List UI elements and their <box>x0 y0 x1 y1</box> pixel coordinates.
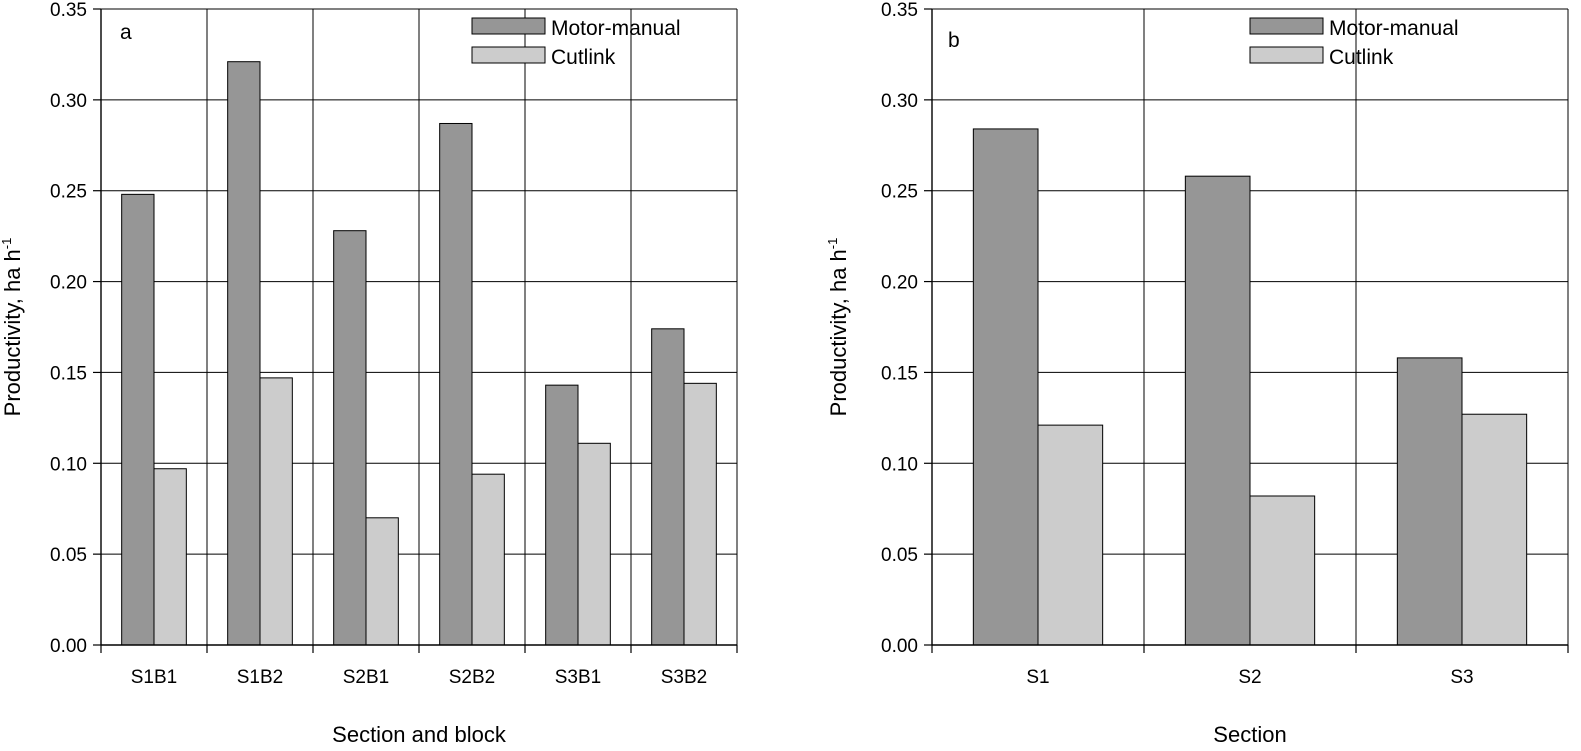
y-tick-label: 0.25 <box>50 182 87 203</box>
x-axis-title: Section <box>1213 722 1286 747</box>
y-tick-label: 0.25 <box>881 182 918 203</box>
x-tick-label: S2B1 <box>343 667 389 688</box>
bar-motor-manual-s3b2 <box>651 328 685 646</box>
legend-label-cutlink: Cutlink <box>1329 46 1394 69</box>
bar-motor-manual-s2b1 <box>333 230 367 646</box>
bar-cutlink-s1b1 <box>153 468 187 646</box>
x-tick-label: S3 <box>1450 667 1473 688</box>
legend-label-cutlink: Cutlink <box>551 46 616 69</box>
chart-panel-a: 0.00 0.05 0.10 0.15 0.20 0.25 0.30 0.35 S1B1 S1B2… <box>0 0 738 747</box>
y-tick-label: 0.10 <box>881 454 918 475</box>
bar-cutlink-s3b2 <box>683 382 717 646</box>
legend-swatch-cutlink <box>1249 46 1324 64</box>
bar-motor-manual-s3 <box>1396 357 1463 646</box>
y-tick-label: 0.35 <box>881 0 918 21</box>
legend-swatch-motor-manual <box>1249 17 1324 35</box>
y-tick-label: 0.10 <box>50 454 87 475</box>
bar-cutlink-s2 <box>1249 495 1316 646</box>
bar-motor-manual-s1b2 <box>227 61 261 646</box>
bar-cutlink-s1b2 <box>259 377 293 646</box>
bar-cutlink-s2b1 <box>365 517 399 646</box>
legend-swatch-motor-manual <box>471 17 546 35</box>
y-tick-label: 0.35 <box>50 0 87 21</box>
y-axis-title: Productivity, ha h-1 <box>825 238 851 417</box>
y-tick-label: 0.20 <box>881 273 918 294</box>
x-tick-label: S1B1 <box>131 667 177 688</box>
x-axis-title: Section and block <box>332 722 507 747</box>
y-tick-label: 0.00 <box>50 636 87 657</box>
y-tick-label: 0.15 <box>881 363 918 384</box>
y-tick-label: 0.30 <box>881 91 918 112</box>
bar-motor-manual-s3b1 <box>545 384 579 646</box>
bar-motor-manual-s2b2 <box>439 122 473 646</box>
x-tick-label: S1B2 <box>237 667 283 688</box>
y-tick-label: 0.00 <box>881 636 918 657</box>
x-tick-label: S2B2 <box>449 667 495 688</box>
legend-swatch-cutlink <box>471 46 546 64</box>
bar-cutlink-s2b2 <box>471 473 505 646</box>
x-tick-label: S3B2 <box>661 667 707 688</box>
y-tick-label: 0.05 <box>881 545 918 566</box>
x-tick-label: S3B1 <box>555 667 601 688</box>
bar-cutlink-s1 <box>1037 424 1104 646</box>
y-tick-label: 0.30 <box>50 91 87 112</box>
y-axis-title: Productivity, ha h-1 <box>0 238 25 417</box>
x-tick-label: S2 <box>1238 667 1261 688</box>
legend-label-motor-manual: Motor-manual <box>1329 17 1459 40</box>
panel-label: b <box>948 29 960 52</box>
bar-motor-manual-s1 <box>972 128 1039 646</box>
x-tick-label: S1 <box>1026 667 1049 688</box>
y-tick-label: 0.20 <box>50 273 87 294</box>
y-tick-label: 0.15 <box>50 363 87 384</box>
bar-motor-manual-s2 <box>1184 175 1251 646</box>
bar-motor-manual-s1b1 <box>121 193 155 646</box>
bar-cutlink-s3b1 <box>577 442 611 646</box>
bar-cutlink-s3 <box>1461 413 1528 646</box>
y-tick-label: 0.05 <box>50 545 87 566</box>
chart-panel-b: 0.00 0.05 0.10 0.15 0.20 0.25 0.30 0.35 S1 S2 S3 Se… <box>825 0 1569 747</box>
panel-label: a <box>120 21 132 44</box>
legend-label-motor-manual: Motor-manual <box>551 17 681 40</box>
